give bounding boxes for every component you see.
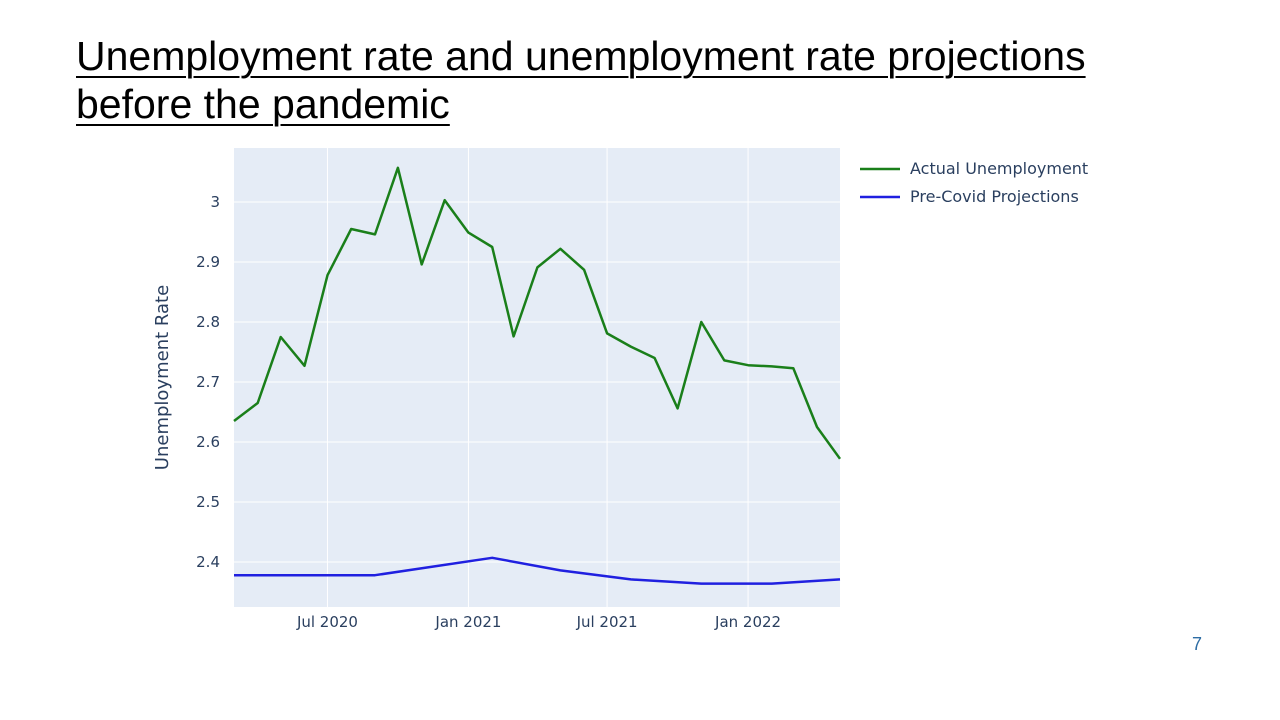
slide-title: Unemployment rate and unemployment rate … — [76, 33, 1086, 127]
y-tick-labels: 2.4 2.5 2.6 2.7 2.8 2.9 3 — [196, 193, 220, 571]
legend-item[interactable]: Actual Unemployment — [860, 159, 1088, 178]
x-tick-label: Jul 2020 — [296, 613, 358, 631]
y-tick-label: 2.6 — [196, 433, 220, 451]
y-tick-label: 2.9 — [196, 253, 220, 271]
y-axis-label: Unemployment Rate — [152, 285, 173, 470]
x-tick-labels: Jul 2020 Jan 2021 Jul 2021 Jan 2022 — [296, 613, 781, 631]
y-tick-label: 2.4 — [196, 553, 220, 571]
series-line-2 — [234, 556, 841, 585]
x-gridlines — [326, 148, 749, 607]
series-line-1 — [233, 166, 842, 460]
y-tick-label: 2.7 — [196, 373, 220, 391]
plot-background — [234, 148, 840, 607]
x-tick-label: Jul 2021 — [576, 613, 638, 631]
x-tick-label: Jan 2022 — [714, 613, 781, 631]
legend[interactable]: Actual Unemployment Pre-Covid Projections — [860, 159, 1088, 206]
legend-item[interactable]: Pre-Covid Projections — [860, 187, 1079, 206]
legend-label: Pre-Covid Projections — [910, 187, 1079, 206]
slide-number: 7 — [1192, 634, 1203, 654]
y-tick-label: 2.5 — [196, 493, 220, 511]
y-tick-label: 3 — [210, 193, 220, 211]
x-tick-label: Jan 2021 — [434, 613, 501, 631]
legend-label: Actual Unemployment — [910, 159, 1088, 178]
series-layer — [233, 166, 842, 585]
y-tick-label: 2.8 — [196, 313, 220, 331]
